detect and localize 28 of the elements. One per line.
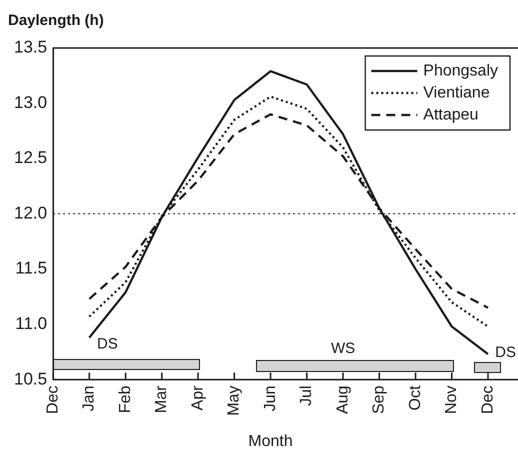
y-tick-label: 13.0 <box>14 92 48 112</box>
annotation: DS <box>97 335 118 352</box>
y-tick-label: 10.5 <box>14 369 48 388</box>
x-tick-label: Jun <box>262 386 279 412</box>
y-tick-label: 12.5 <box>14 148 48 168</box>
x-axis-title: Month <box>248 432 293 450</box>
y-tick-label: 13.5 <box>14 38 48 57</box>
x-tick-label: Dec <box>479 386 496 414</box>
y-tick-label: 12.0 <box>14 203 48 222</box>
x-tick-label: Nov <box>443 386 460 414</box>
y-tick-label: 11.0 <box>15 314 48 333</box>
x-tick-label: Sep <box>370 385 388 414</box>
annotation: WS <box>330 340 356 357</box>
x-tick-label: Apr <box>189 384 206 410</box>
legend-label: Phongsaly <box>423 62 498 80</box>
chart-title: Daylength (h) <box>8 12 104 30</box>
annotation: DS <box>495 344 516 362</box>
x-tick-label: Jul <box>298 386 316 406</box>
x-tick-label: May <box>226 386 243 416</box>
y-tick-label: 11.5 <box>15 258 48 278</box>
legend-label: Attapeu <box>423 106 478 124</box>
x-tick-label: Jan <box>80 386 98 412</box>
x-tick-label: Aug <box>334 386 352 414</box>
x-tick-label: Mar <box>153 384 170 414</box>
x-tick-label: Dec <box>44 386 62 414</box>
legend-label: Vientiane <box>423 84 490 102</box>
x-tick-label: Oct <box>406 385 424 410</box>
x-tick-label: Feb <box>116 385 134 414</box>
